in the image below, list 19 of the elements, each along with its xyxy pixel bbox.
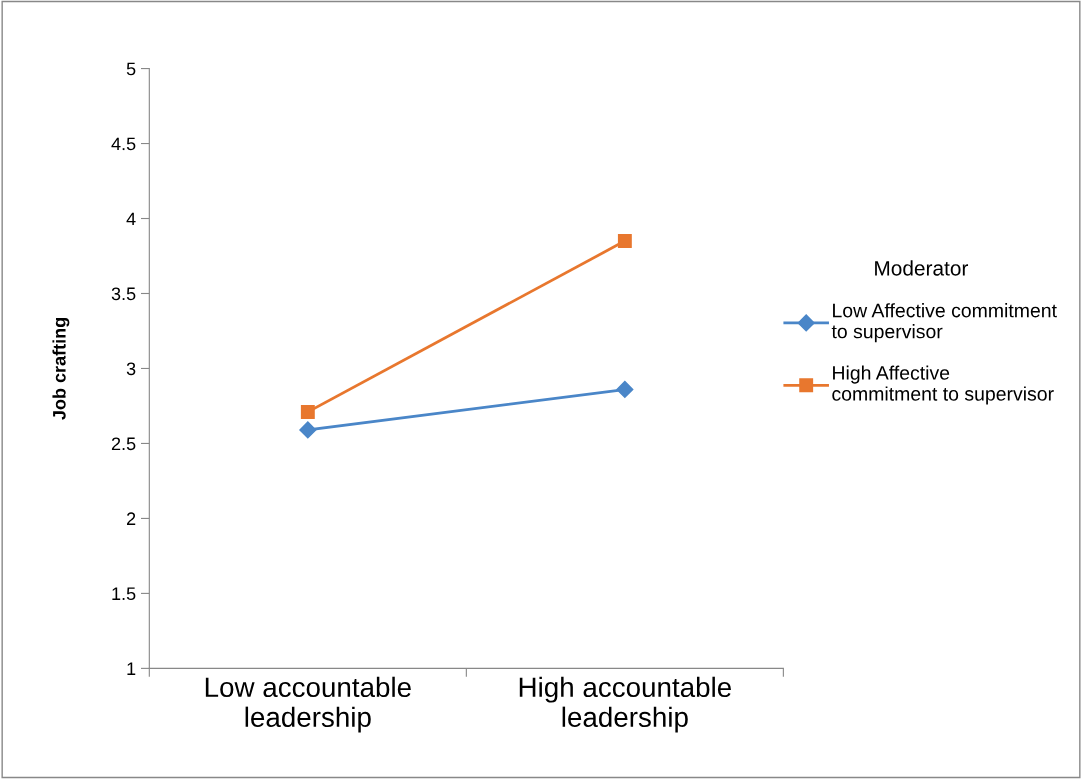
- y-tick-label: 2: [126, 512, 136, 525]
- y-tick-label: 4: [126, 212, 136, 226]
- y-tick-label: 2.5: [111, 437, 136, 451]
- point: [616, 380, 634, 399]
- x-tick-label: High accountable leadership: [519, 676, 731, 733]
- y-tick-label: 5: [126, 62, 136, 76]
- point: [300, 405, 315, 419]
- y-axis-title: Job crafting: [52, 318, 70, 420]
- point: [617, 234, 632, 248]
- y-tick-label: 1.5: [112, 587, 136, 601]
- point: [299, 421, 317, 439]
- legend-title: Moderator: [875, 260, 969, 276]
- y-tick-label: 3.5: [111, 287, 136, 301]
- y-tick-label: 1: [127, 662, 136, 675]
- y-tick-label: 3: [126, 362, 136, 376]
- x-tick-label: Low accountable leadership: [205, 676, 411, 733]
- legend-label: High Affective commitment to supervisor: [832, 365, 1054, 405]
- legend-label: Low Affective commitment to supervisor: [831, 303, 1057, 343]
- y-tick-label: 4.5: [111, 137, 136, 151]
